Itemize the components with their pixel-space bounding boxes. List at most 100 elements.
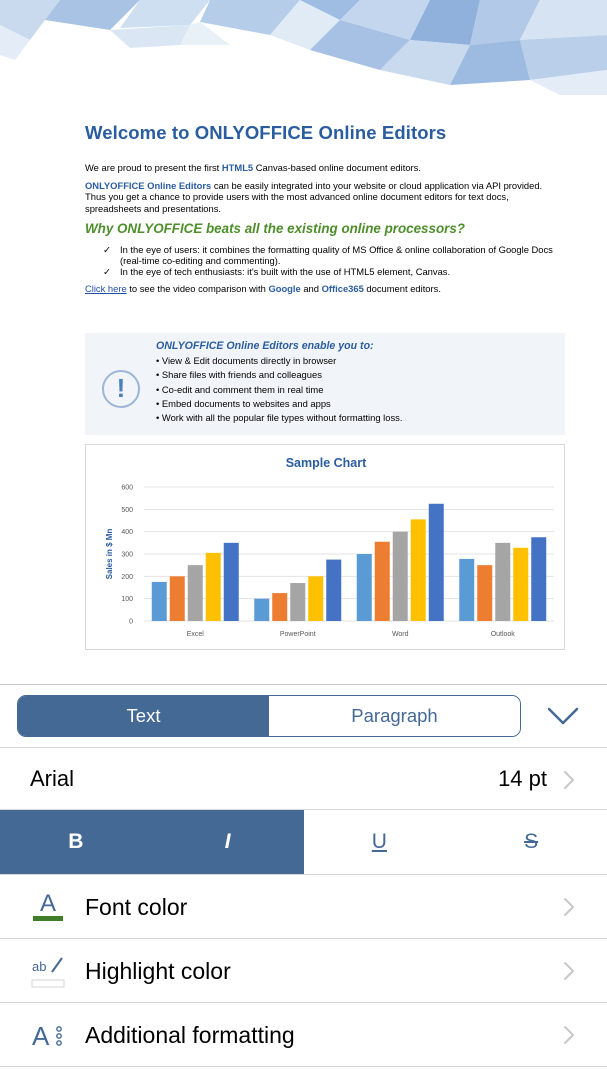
click-here-link[interactable]: Click here xyxy=(85,282,127,294)
chart-bar xyxy=(392,531,408,621)
intro-bold: HTML5 xyxy=(221,162,254,173)
font-color-label: Font color xyxy=(85,894,188,920)
callout-title: ONLYOFFICE Online Editors enable you to: xyxy=(156,340,374,352)
exclamation-icon: ! xyxy=(102,370,140,408)
bold-button[interactable]: B xyxy=(0,810,152,874)
para2-bold: ONLYOFFICE Online Editors xyxy=(85,180,212,192)
chart-bar xyxy=(477,565,493,621)
chart-bar xyxy=(531,537,547,621)
strikethrough-button[interactable]: S xyxy=(524,830,539,853)
chart-bar xyxy=(187,565,203,621)
checkmark-icon: ✓ xyxy=(103,265,111,277)
segment-row: Text Paragraph xyxy=(0,685,607,748)
chart-bar xyxy=(290,583,306,621)
callout-item: • Co-edit and comment them in real time xyxy=(156,383,324,395)
chart-bar xyxy=(205,552,221,621)
para2-rest: can be easily integrated into your websi… xyxy=(85,180,543,214)
checklist-item: ✓ In the eye of users: it combines the fo… xyxy=(101,244,565,266)
chart-bar xyxy=(374,541,390,621)
checklist-item: ✓ In the eye of tech enthusiasts: it's bu… xyxy=(101,266,565,277)
chart-bar xyxy=(428,503,444,621)
callout-item: • Share files with friends and colleague… xyxy=(156,369,322,381)
font-name: Arial xyxy=(30,766,75,791)
highlight-color-icon: ab xyxy=(31,957,65,988)
font-color-row[interactable]: A Font color xyxy=(0,875,607,939)
font-size: 14 pt xyxy=(498,766,547,791)
chart-svg: Sample Chart 0 100 200 300 400 500 600 Sales in … xyxy=(105,456,554,638)
font-row[interactable]: Arial 14 pt xyxy=(0,748,607,810)
font-color-icon: A xyxy=(33,890,63,921)
integration-paragraph: ONLYOFFICE Online Editors can be easily … xyxy=(85,180,565,214)
chevron-right-icon xyxy=(564,962,574,980)
callout-item: • View & Edit documents directly in brow… xyxy=(156,355,337,366)
highlight-color-label: Highlight color xyxy=(85,958,231,984)
tab-text[interactable]: Text xyxy=(18,696,269,736)
checklist-text: In the eye of tech enthusiasts: it's bui… xyxy=(120,265,451,277)
svg-text:A: A xyxy=(32,1021,50,1051)
y-tick-label: 400 xyxy=(121,529,133,536)
document-body: Welcome to ONLYOFFICE Online Editors We … xyxy=(85,122,565,301)
google-text: Google xyxy=(268,282,301,294)
font-style-row: B I U S xyxy=(0,810,607,875)
x-tick-label: Excel xyxy=(187,631,205,638)
section-heading: Why ONLYOFFICE beats all the existing on… xyxy=(85,220,465,236)
y-axis-label: Sales in $ Mn xyxy=(105,529,114,580)
chart-bar xyxy=(254,598,270,621)
y-tick-label: 600 xyxy=(121,485,133,492)
sample-chart[interactable]: Sample Chart 0 100 200 300 400 500 600 Sales in … xyxy=(85,444,565,650)
chart-bar xyxy=(410,519,426,621)
chart-bar xyxy=(272,593,288,621)
chevron-right-icon xyxy=(564,898,574,916)
header-banner-image xyxy=(0,0,607,95)
additional-formatting-icon: A xyxy=(32,1021,62,1051)
divider xyxy=(0,684,607,685)
checkmark-icon: ✓ xyxy=(103,243,111,255)
video-link-paragraph: Click here to see the video comparison w… xyxy=(85,283,565,294)
chart-bar xyxy=(151,581,167,621)
chart-bar xyxy=(513,547,529,621)
link-mid-text: to see the video comparison with xyxy=(126,282,269,294)
svg-text:ab: ab xyxy=(32,959,46,974)
office365-text: Office365 xyxy=(321,282,364,294)
chart-title: Sample Chart xyxy=(286,456,367,470)
edit-settings-panel: Text Paragraph Arial 14 pt B I U S A Fon… xyxy=(0,685,607,1080)
document-title: Welcome to ONLYOFFICE Online Editors xyxy=(85,122,447,143)
document-canvas[interactable]: Welcome to ONLYOFFICE Online Editors We … xyxy=(0,0,607,684)
chart-bar xyxy=(326,559,342,621)
chart-bar xyxy=(356,554,372,621)
and-text: and xyxy=(300,282,322,294)
info-callout: ! ONLYOFFICE Online Editors enable you t… xyxy=(85,333,565,435)
x-tick-label: PowerPoint xyxy=(280,631,316,638)
additional-formatting-label: Additional formatting xyxy=(85,1022,295,1048)
y-tick-label: 200 xyxy=(121,574,133,581)
y-tick-label: 0 xyxy=(129,619,133,626)
callout-item: • Work with all the popular file types w… xyxy=(156,412,403,424)
chart-bar xyxy=(223,542,239,621)
svg-text:A: A xyxy=(40,890,56,917)
x-tick-label: Word xyxy=(392,631,409,638)
additional-formatting-row[interactable]: A Additional formatting xyxy=(0,1003,607,1067)
chevron-right-icon xyxy=(564,1026,574,1044)
checklist: ✓ In the eye of users: it combines the fo… xyxy=(101,244,565,277)
link-end-text: document editors. xyxy=(363,282,441,294)
y-tick-label: 100 xyxy=(121,596,133,603)
italic-button[interactable]: I xyxy=(151,810,304,874)
x-tick-label: Outlook xyxy=(491,631,516,638)
chart-bar xyxy=(169,576,185,621)
chevron-right-icon xyxy=(564,771,574,789)
intro-suffix: Canvas-based online document editors. xyxy=(253,162,421,173)
chart-bar xyxy=(495,542,511,621)
underline-button[interactable]: U xyxy=(371,830,387,853)
checklist-text: In the eye of users: it combines the for… xyxy=(120,243,553,266)
tab-paragraph[interactable]: Paragraph xyxy=(269,696,520,736)
chevron-down-icon[interactable] xyxy=(546,703,580,729)
intro-paragraph: We are proud to present the first HTML5 … xyxy=(85,162,565,173)
segmented-control: Text Paragraph xyxy=(17,695,521,737)
highlight-color-row[interactable]: ab Highlight color xyxy=(0,939,607,1003)
y-tick-label: 300 xyxy=(121,552,133,559)
chart-bar xyxy=(459,558,475,621)
callout-item: • Embed documents to websites and apps xyxy=(156,397,331,409)
y-tick-label: 500 xyxy=(121,507,133,514)
intro-prefix: We are proud to present the first xyxy=(85,162,222,173)
callout-list: • View & Edit documents directly in brow… xyxy=(156,354,402,425)
